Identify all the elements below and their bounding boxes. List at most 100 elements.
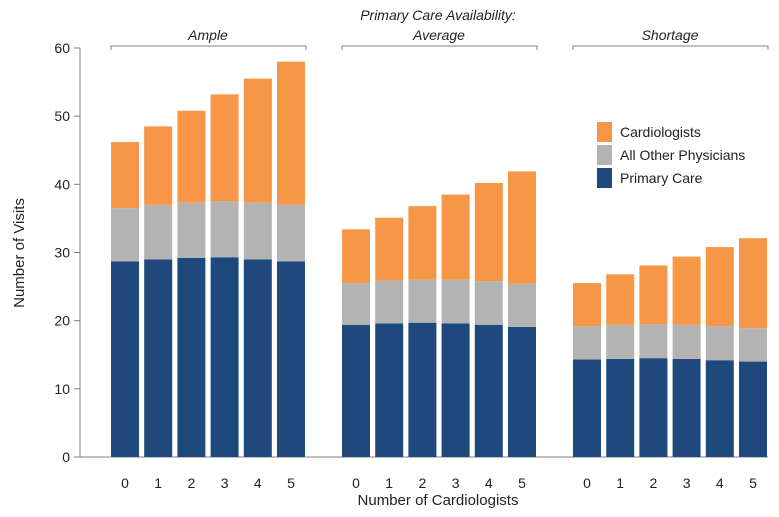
- y-tick-label: 40: [54, 176, 70, 192]
- y-tick-label: 60: [54, 40, 70, 56]
- bar-all-other-physicians: [739, 328, 767, 362]
- x-tick-label: 4: [485, 475, 493, 491]
- bar-group-ample: Ample 0 1 2 3 4 5: [110, 27, 307, 491]
- bar-primary-care: [508, 326, 536, 457]
- x-tick-label: 4: [254, 475, 262, 491]
- bar-groups: Ample 0 1 2 3 4 5 Average 0 1 2 3 4 5 Shortage 0 1 2 3 4 5: [110, 27, 769, 491]
- y-tick-label: 20: [54, 313, 70, 329]
- bar-primary-care: [639, 358, 668, 457]
- bar-cardiologists: [705, 247, 734, 327]
- x-tick-label: 0: [121, 475, 129, 491]
- bar-primary-care: [705, 360, 734, 457]
- legend-item: Cardiologists: [597, 122, 701, 142]
- bar-primary-care: [342, 324, 370, 457]
- legend-label: Cardiologists: [620, 124, 701, 140]
- bar-cardiologists: [375, 217, 404, 281]
- x-tick-label: 2: [188, 475, 196, 491]
- bar-cardiologists: [739, 238, 767, 329]
- x-tick-label: 0: [583, 475, 591, 491]
- bar-primary-care: [408, 322, 437, 457]
- x-tick-label: 1: [385, 475, 393, 491]
- panel-bracket: [341, 45, 538, 50]
- bar-cardiologists: [210, 94, 239, 202]
- bar-primary-care: [672, 358, 701, 457]
- y-axis-title: Number of Visits: [11, 198, 28, 308]
- y-tick-label: 30: [54, 245, 70, 261]
- bar-cardiologists: [573, 283, 601, 327]
- x-tick-label: 5: [518, 475, 526, 491]
- bar-group-average: Average 0 1 2 3 4 5: [341, 27, 538, 491]
- bar-cardiologists: [672, 256, 701, 325]
- panel-bracket: [572, 45, 769, 50]
- x-tick-label: 2: [650, 475, 658, 491]
- bar-primary-care: [606, 358, 635, 457]
- chart-title: Primary Care Availability:: [360, 7, 516, 23]
- panel-label: Ample: [187, 27, 228, 43]
- bar-primary-care: [739, 361, 767, 457]
- bar-all-other-physicians: [375, 280, 404, 324]
- x-tick-label: 3: [683, 475, 691, 491]
- legend-swatch: [597, 145, 612, 165]
- bar-primary-care: [144, 259, 173, 457]
- bar-all-other-physicians: [177, 202, 206, 258]
- bar-cardiologists: [177, 110, 206, 203]
- x-tick-label: 1: [616, 475, 624, 491]
- y-tick-label: 10: [54, 381, 70, 397]
- bar-cardiologists: [474, 182, 503, 282]
- bar-group-shortage: Shortage 0 1 2 3 4 5: [572, 27, 769, 491]
- x-tick-label: 4: [716, 475, 724, 491]
- bar-all-other-physicians: [474, 281, 503, 325]
- bar-primary-care: [474, 324, 503, 457]
- bar-primary-care: [441, 323, 470, 457]
- y-tick-label: 50: [54, 108, 70, 124]
- legend-label: Primary Care: [620, 170, 703, 186]
- bar-primary-care: [177, 257, 206, 457]
- bar-cardiologists: [606, 274, 635, 325]
- bar-all-other-physicians: [210, 201, 239, 258]
- legend-swatch: [597, 122, 612, 142]
- legend-item: Primary Care: [597, 168, 703, 188]
- x-axis-title: Number of Cardiologists: [358, 492, 519, 509]
- x-tick-label: 3: [452, 475, 460, 491]
- bar-primary-care: [375, 323, 404, 457]
- bar-cardiologists: [243, 78, 272, 203]
- panel-label: Shortage: [642, 27, 699, 43]
- bar-primary-care: [243, 259, 272, 457]
- bar-cardiologists: [111, 142, 139, 209]
- bar-all-other-physicians: [342, 283, 370, 325]
- panel-bracket: [110, 45, 307, 50]
- bar-all-other-physicians: [573, 326, 601, 360]
- bar-cardiologists: [508, 171, 536, 284]
- bar-all-other-physicians: [508, 283, 536, 327]
- bar-all-other-physicians: [606, 324, 635, 359]
- bar-all-other-physicians: [639, 324, 668, 359]
- bar-all-other-physicians: [277, 204, 305, 262]
- legend: Cardiologists All Other Physicians Primary…: [597, 122, 745, 188]
- bar-all-other-physicians: [408, 279, 437, 323]
- y-axis: 0 10 20 30 40 50 60: [54, 40, 81, 465]
- bar-cardiologists: [144, 126, 173, 205]
- y-tick-label: 0: [62, 449, 70, 465]
- x-tick-label: 5: [287, 475, 295, 491]
- legend-item: All Other Physicians: [597, 145, 745, 165]
- x-tick-label: 0: [352, 475, 360, 491]
- bar-cardiologists: [441, 194, 470, 280]
- bar-primary-care: [573, 359, 601, 457]
- bar-primary-care: [210, 257, 239, 457]
- x-tick-label: 2: [419, 475, 427, 491]
- panel-label: Average: [412, 27, 465, 43]
- legend-swatch: [597, 168, 612, 188]
- bar-cardiologists: [342, 229, 370, 284]
- bar-all-other-physicians: [705, 326, 734, 361]
- legend-label: All Other Physicians: [620, 147, 745, 163]
- x-tick-label: 5: [749, 475, 757, 491]
- bar-all-other-physicians: [243, 202, 272, 260]
- bar-all-other-physicians: [111, 208, 139, 262]
- x-tick-label: 1: [154, 475, 162, 491]
- bar-cardiologists: [408, 206, 437, 280]
- bar-cardiologists: [639, 265, 668, 325]
- bar-all-other-physicians: [441, 279, 470, 324]
- bar-all-other-physicians: [672, 324, 701, 359]
